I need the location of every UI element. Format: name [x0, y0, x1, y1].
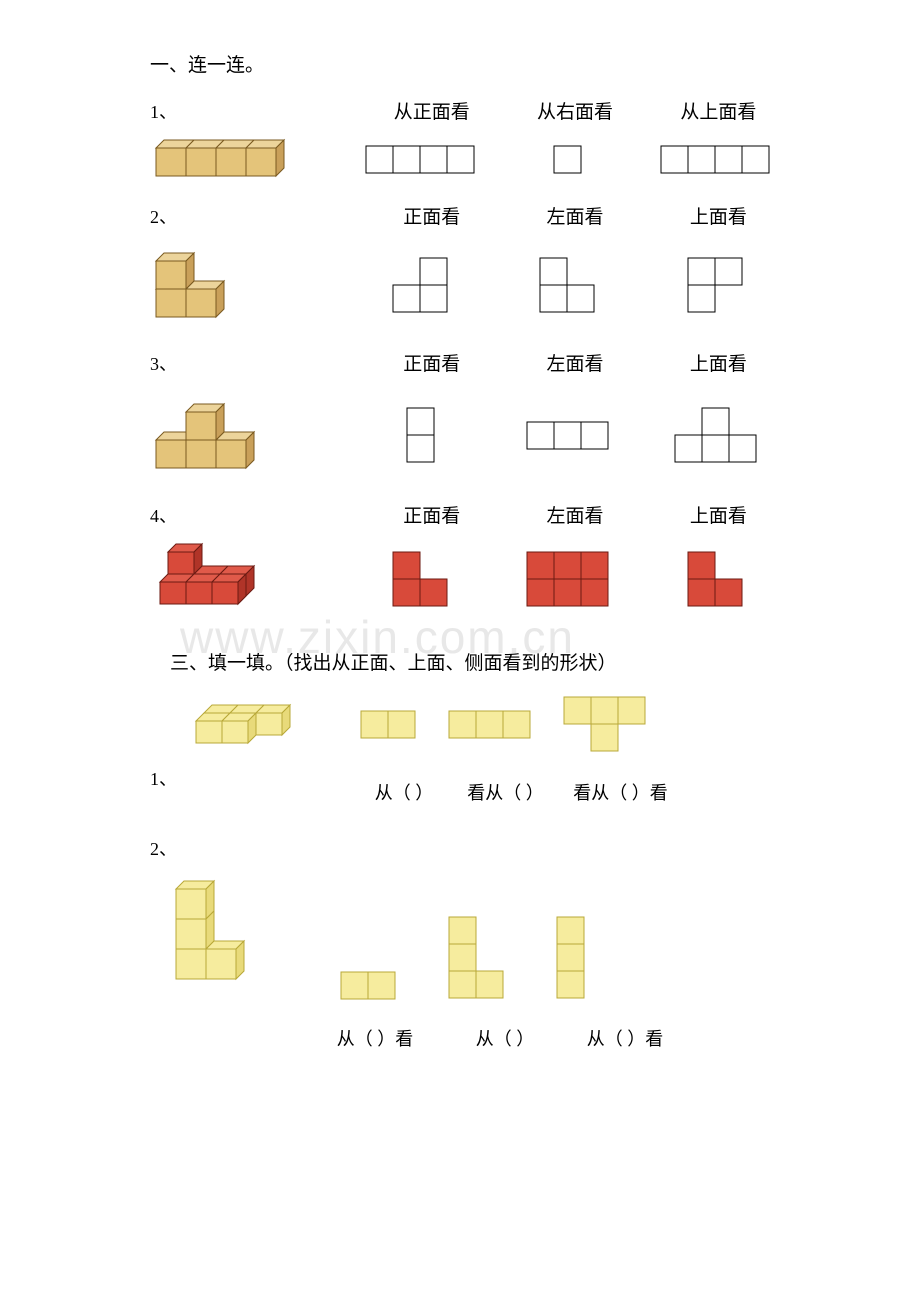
red-2x3-icon	[526, 551, 611, 609]
q1-label-c: 看从（ ）看	[563, 779, 678, 805]
yellow-1x3-icon	[448, 710, 533, 740]
row2-view-c	[642, 257, 790, 315]
red-L2-icon	[687, 551, 745, 609]
q2-label-c: 从（ ）看	[570, 1025, 680, 1051]
row3-3d	[150, 388, 347, 483]
row1-header: 1、 从正面看 从右面看 从上面看	[150, 97, 790, 124]
row1-label-right: 从右面看	[503, 97, 646, 124]
row3-label-front: 正面看	[360, 349, 503, 376]
cubes-red3d-icon	[150, 540, 310, 620]
grid-T-icon	[674, 407, 759, 465]
row3-view-a	[347, 407, 495, 465]
grid-L-bl-icon	[539, 257, 597, 315]
q2-labels: 从（ ）看 从（ ） 从（ ）看	[150, 1011, 790, 1051]
row4-view-a	[347, 551, 495, 609]
q2-num: 2、	[150, 835, 210, 861]
q1-opt-c	[563, 696, 648, 754]
row4-num: 4、	[150, 502, 207, 528]
q1-3d	[190, 695, 320, 755]
yellow-3x1-icon	[556, 916, 586, 1001]
grid-2x1-icon	[406, 407, 436, 465]
cubes-4row-icon	[150, 136, 310, 184]
grid-1x1-icon	[553, 145, 583, 175]
row1-label-front: 从正面看	[360, 97, 503, 124]
q1-label-a: 从（ ）	[360, 779, 448, 805]
q1-label-b: 看从（ ）	[448, 779, 563, 805]
worksheet-page: www.zixin.com.cn 一、连一连。 1、 从正面看 从右面看 从上面…	[0, 0, 920, 1121]
yellow-Tdown-icon	[563, 696, 648, 754]
grid-1x3-icon	[526, 421, 611, 451]
q2-opt-a	[340, 971, 398, 1001]
row4-label-left: 左面看	[503, 501, 646, 528]
q1-num: 1、	[150, 765, 190, 791]
section1-title: 一、连一连。	[150, 50, 790, 77]
cubes-L3d-icon	[150, 241, 270, 331]
red-L-icon	[392, 551, 450, 609]
q2-label-a: 从（ ）看	[310, 1025, 440, 1051]
q2-opt-b	[448, 916, 506, 1001]
q1-opt-a	[360, 710, 418, 740]
row3-header: 3、 正面看 左面看 上面看	[150, 349, 790, 376]
row3-shapes	[150, 388, 790, 483]
row2-view-a	[347, 257, 495, 315]
row2-shapes	[150, 241, 790, 331]
row2-3d	[150, 241, 347, 331]
row1-view-c	[642, 145, 790, 175]
row3-view-c	[642, 407, 790, 465]
yellow-3d1-icon	[190, 695, 320, 755]
row1-3d	[150, 136, 347, 184]
row2-label-top: 上面看	[647, 202, 790, 229]
q2-label-b: 从（ ）	[440, 1025, 570, 1051]
row1-view-a	[347, 145, 495, 175]
grid-L-tr-icon	[687, 257, 745, 315]
row4-view-c	[642, 551, 790, 609]
row2-label-front: 正面看	[360, 202, 503, 229]
q2-row	[150, 871, 790, 1001]
yellow-3d2-icon	[170, 871, 280, 1001]
row3-label-left: 左面看	[503, 349, 646, 376]
row3-view-b	[495, 421, 643, 451]
yellow-1x2-icon	[360, 710, 418, 740]
grid-1x4b-icon	[660, 145, 772, 175]
row4-3d	[150, 540, 347, 620]
q1-labels: 1、 从（ ） 看从（ ） 看从（ ）看	[150, 765, 790, 805]
q2-3d	[170, 871, 280, 1001]
row1-label-top: 从上面看	[647, 97, 790, 124]
row1-num: 1、	[150, 98, 207, 124]
row4-label-top: 上面看	[647, 501, 790, 528]
row4-shapes	[150, 540, 790, 620]
q1-row	[150, 695, 790, 755]
row4-view-b	[495, 551, 643, 609]
yellow-1x2b-icon	[340, 971, 398, 1001]
cubes-T3d-icon	[150, 388, 300, 483]
row2-num: 2、	[150, 203, 207, 229]
row2-header: 2、 正面看 左面看 上面看	[150, 202, 790, 229]
row4-label-front: 正面看	[360, 501, 503, 528]
row4-header: 4、 正面看 左面看 上面看	[150, 501, 790, 528]
grid-1x4-icon	[365, 145, 477, 175]
row3-label-top: 上面看	[647, 349, 790, 376]
yellow-Ltall-icon	[448, 916, 506, 1001]
row1-view-b	[495, 145, 643, 175]
section3-title: 三、填一填。（找出从正面、上面、侧面看到的形状）	[170, 648, 790, 675]
row2-label-left: 左面看	[503, 202, 646, 229]
row3-num: 3、	[150, 350, 207, 376]
grid-L-br-icon	[392, 257, 450, 315]
row1-shapes	[150, 136, 790, 184]
row2-view-b	[495, 257, 643, 315]
q2-opt-c	[556, 916, 586, 1001]
q1-opt-b	[448, 710, 533, 740]
